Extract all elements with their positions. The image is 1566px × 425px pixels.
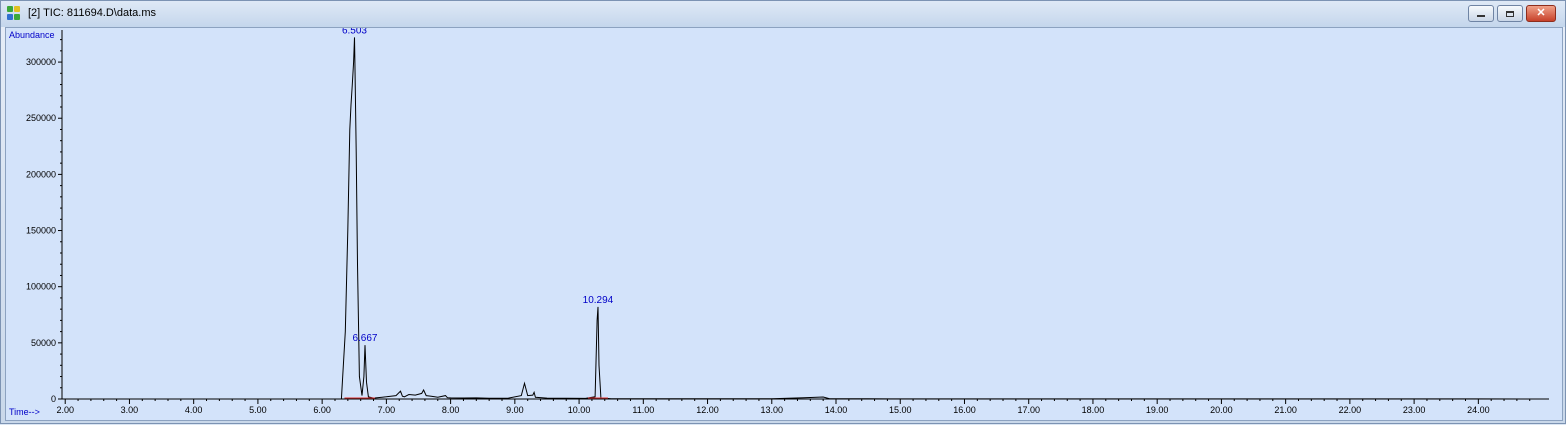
x-tick-label: 19.00 <box>1146 405 1169 415</box>
window-title: [2] TIC: 811694.D\data.ms <box>28 7 156 19</box>
peak-label: 10.294 <box>583 295 614 306</box>
x-tick-label: 11.00 <box>632 405 654 415</box>
x-tick-label: 15.00 <box>889 405 912 415</box>
maximize-icon <box>1506 10 1514 17</box>
y-tick-label: 300000 <box>26 57 56 67</box>
x-tick-label: 16.00 <box>953 405 976 415</box>
x-tick-label: 18.00 <box>1082 405 1105 415</box>
close-icon: ✕ <box>1536 7 1546 19</box>
x-tick-label: 5.00 <box>249 405 267 415</box>
x-tick-label: 23.00 <box>1403 405 1426 415</box>
x-tick-label: 12.00 <box>696 405 719 415</box>
peak-label: 6.667 <box>352 333 377 344</box>
y-tick-label: 150000 <box>26 226 56 236</box>
tic-trace-line <box>62 37 1550 400</box>
x-tick-label: 20.00 <box>1210 405 1233 415</box>
tic-chromatogram-chart[interactable]: 0 50000 100000 150000 200000 250000 300000 2.00… <box>6 25 1562 420</box>
minimize-button[interactable] <box>1468 5 1494 22</box>
x-tick-label: 7.00 <box>378 405 396 415</box>
x-axis-label: Time--> <box>9 407 40 417</box>
title-bar[interactable]: [2] TIC: 811694.D\data.ms ✕ <box>1 1 1565 27</box>
x-tick-label: 17.00 <box>1017 405 1040 415</box>
minimize-icon <box>1477 15 1485 17</box>
y-tick-label: 50000 <box>31 338 56 348</box>
x-tick-label: 2.00 <box>56 405 74 415</box>
x-tick-label: 24.00 <box>1467 405 1490 415</box>
y-tick-label: 200000 <box>26 169 56 179</box>
maximize-button[interactable] <box>1497 5 1523 22</box>
y-tick-label: 0 <box>51 394 56 404</box>
peak-label: 6.503 <box>342 28 367 36</box>
x-tick-label: 21.00 <box>1274 405 1297 415</box>
x-tick-label: 22.00 <box>1339 405 1362 415</box>
y-tick-label: 250000 <box>26 113 56 123</box>
x-tick-label: 13.00 <box>761 405 784 415</box>
x-tick-label: 3.00 <box>121 405 139 415</box>
x-tick-label: 4.00 <box>185 405 203 415</box>
y-tick-label: 100000 <box>26 282 56 292</box>
chromatogram-app-icon <box>7 6 22 21</box>
x-tick-label: 10.00 <box>568 405 591 415</box>
x-tick-label: 6.00 <box>313 405 331 415</box>
close-button[interactable]: ✕ <box>1526 5 1556 22</box>
y-axis-label: Abundance <box>9 30 55 40</box>
x-tick-label: 8.00 <box>442 405 460 415</box>
x-tick-label: 9.00 <box>506 405 524 415</box>
chromatogram-plot-area[interactable]: 0 50000 100000 150000 200000 250000 300000 2.00… <box>5 25 1563 421</box>
x-tick-label: 14.00 <box>825 405 848 415</box>
